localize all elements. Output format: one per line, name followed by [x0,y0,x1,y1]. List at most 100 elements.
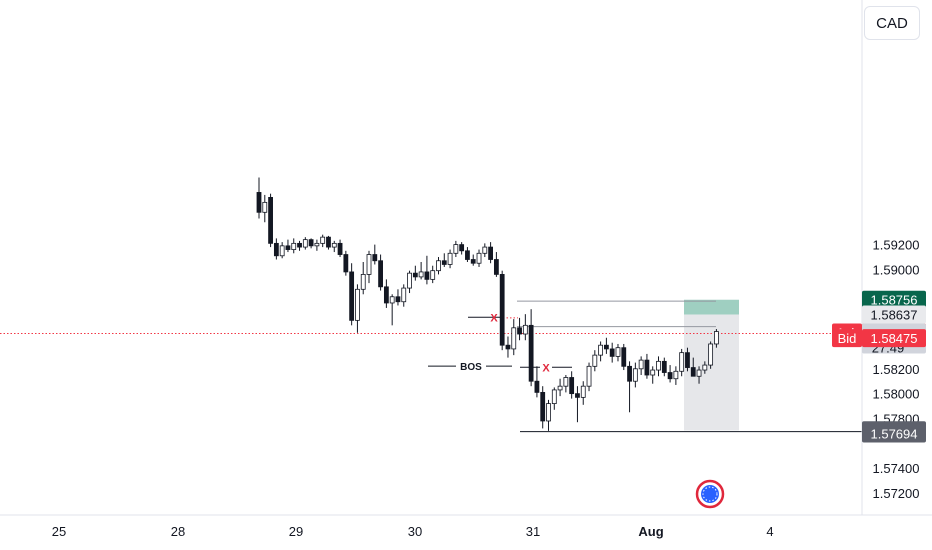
candle-body [667,372,673,380]
candle [355,284,360,333]
candle [349,263,355,326]
time-tick: 4 [766,524,773,539]
candle [638,356,644,376]
candle-body [331,242,337,248]
candle-body [372,254,378,262]
candle-body [314,242,320,247]
candle [679,348,685,377]
candle-body [285,245,291,250]
bid-price-tag: 1.58475 [871,331,918,346]
candle [598,341,604,362]
candle-body [355,288,360,321]
candle [632,362,638,388]
price-tick: 1.57200 [873,486,920,501]
candle [714,329,719,348]
candle-body [262,201,268,213]
candle-body [383,286,389,304]
candle [667,365,673,383]
candle [517,317,522,341]
currency-button[interactable]: CAD [864,6,920,40]
candlestick-series [256,177,719,431]
replay-icon[interactable] [695,479,725,509]
candle-body [465,250,470,260]
candle-body [592,354,598,367]
candle-body [389,296,395,304]
candle [609,342,615,363]
candle-body [540,391,546,422]
candle [476,249,482,267]
candle [297,240,302,251]
candle [690,357,696,377]
candle [395,289,401,306]
candle [702,361,708,374]
price-axis[interactable]: 1.592001.590001.582001.580001.578001.574… [873,238,920,501]
candle-body [580,385,586,398]
candle-body [604,344,609,350]
candle [499,270,505,351]
candle [592,350,598,372]
candle [482,243,488,258]
candle-body [575,393,580,398]
candle [273,238,279,260]
candle-body [499,274,505,346]
candle-body [273,242,279,257]
candle [505,336,511,358]
candle [308,238,314,249]
candle-body [551,389,557,404]
candle [488,242,494,264]
bid-price-tag-bg [862,329,926,348]
candle-body [661,360,667,373]
time-axis[interactable]: 25 28 29 30 31 Aug 4 [52,524,774,539]
candle-body [598,344,604,356]
candle-body [609,348,615,357]
time-tick: 25 [52,524,66,539]
candle-body [302,239,308,248]
candle [673,366,679,385]
candle-body [493,259,499,275]
candle-body [424,271,430,280]
candle-body [418,271,424,278]
candle-body [436,260,441,272]
candle-body [337,242,343,255]
candle [279,242,285,259]
price-tick: 1.59000 [873,262,920,277]
candle-body [528,324,534,382]
candle-body [632,368,638,382]
candle [465,247,470,262]
candle-body [673,370,679,380]
candle [314,239,320,251]
candle [285,239,291,253]
candle [540,386,546,429]
candle [685,347,690,372]
candle-body [488,246,494,260]
time-tick: 30 [408,524,422,539]
candle-body [702,364,708,371]
candle [650,366,656,384]
candle-body [326,236,331,248]
entry-tag: 1.58637 [871,308,918,323]
candle [459,242,465,255]
candle [534,366,540,398]
candle-body [268,197,273,244]
time-tick: Aug [638,524,663,539]
candle [546,399,551,431]
candle-body [644,359,650,376]
candle [372,244,378,265]
candle-body [638,359,644,370]
entry-tag-bg [862,305,926,324]
candle-body [453,244,459,254]
candle [326,235,331,250]
candle [604,337,609,354]
candle-body [511,327,517,350]
candle [627,361,632,413]
candle-body [505,344,511,350]
candle-body [563,377,569,387]
time-tick: 28 [171,524,185,539]
x-mark-sweep: X [490,312,498,324]
stop-lower-tag-bg [862,424,926,443]
annotations: BOS X X [460,312,550,374]
candle [268,193,273,248]
bos-label: BOS [460,362,482,373]
candle [262,194,268,223]
